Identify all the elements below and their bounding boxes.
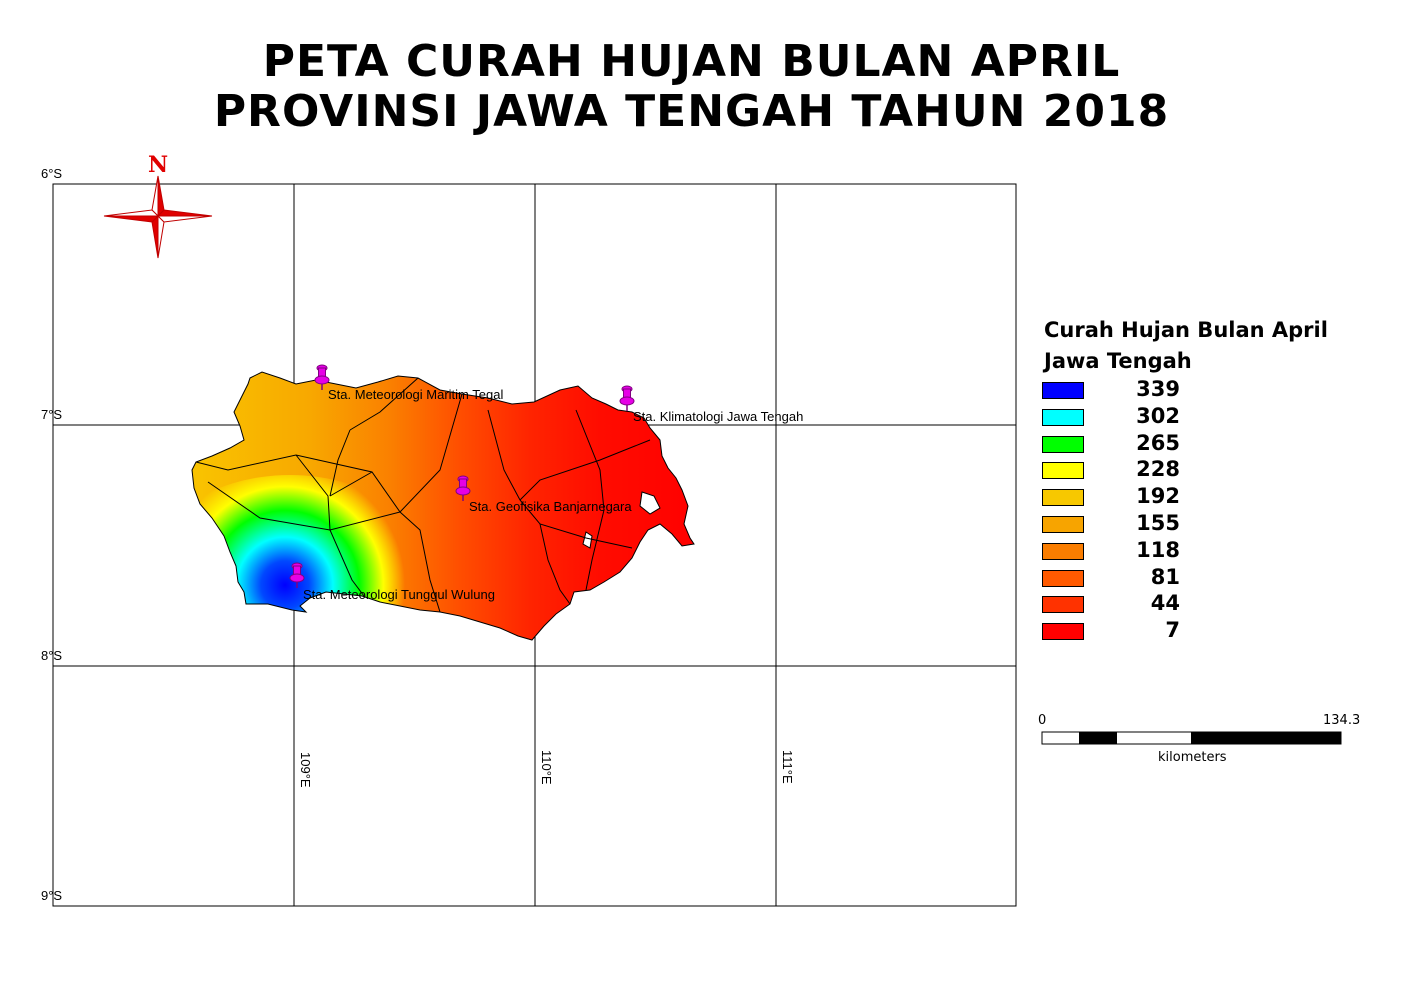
enclave-outline [639, 491, 661, 515]
longitude-label-109e: 109°E [298, 752, 313, 788]
legend-value: 118 [1136, 537, 1180, 562]
map-pin-icon [455, 475, 471, 501]
station-label-klimatologi: Sta. Klimatologi Jawa Tengah [633, 409, 803, 424]
legend-swatch [1042, 489, 1084, 507]
north-label: N [148, 152, 168, 178]
latitude-label-7s: 7°S [41, 407, 62, 422]
station-klimatologi[interactable]: Sta. Klimatologi Jawa Tengah [619, 385, 803, 424]
map-title-line-2: PROVINSI JAWA TENGAH TAHUN 2018 [213, 86, 1170, 137]
legend-value: 155 [1136, 511, 1180, 535]
legend-title-line-1: Curah Hujan Bulan April [1044, 318, 1328, 342]
station-label-tegal: Sta. Meteorologi Maritim Tegal [328, 387, 503, 402]
legend-swatch [1042, 596, 1084, 614]
legend-item: 192 [1042, 484, 1242, 509]
legend-swatch [1042, 408, 1084, 426]
legend-item: 118 [1042, 537, 1242, 563]
station-label-banjarnegara: Sta. Geofisika Banjarnegara [469, 499, 632, 514]
legend-item: 302 [1042, 403, 1242, 429]
legend-value: 265 [1136, 430, 1180, 455]
compass-rose-icon [103, 175, 213, 259]
legend-value: 339 [1136, 377, 1180, 401]
map-pin-icon [619, 385, 635, 411]
legend-item: 265 [1042, 430, 1242, 456]
enclave-outline-2 [582, 531, 593, 549]
latitude-label-9s: 9°S [41, 888, 62, 903]
legend-title-line-2: Jawa Tengah [1044, 349, 1192, 373]
legend-value: 81 [1150, 564, 1180, 589]
map-title-line-1: PETA CURAH HUJAN BULAN APRIL [262, 36, 1121, 87]
legend-value: 228 [1136, 457, 1180, 482]
thiessen-boundaries [195, 377, 651, 613]
legend-swatch [1042, 462, 1084, 480]
legend-swatch [1042, 516, 1084, 533]
legend-item: 81 [1042, 564, 1242, 590]
latitude-label-6s: 6°S [41, 166, 62, 181]
north-arrow: N [103, 152, 213, 259]
legend-swatch [1042, 435, 1084, 453]
map-pin-icon [289, 562, 305, 588]
station-tunggul-wulung[interactable]: Sta. Meteorologi Tunggul Wulung [289, 562, 495, 602]
legend-item: 7 [1042, 618, 1242, 643]
scale-start-label: 0 [1038, 713, 1047, 728]
legend-item: 155 [1042, 511, 1242, 536]
station-label-tunggul-wulung: Sta. Meteorologi Tunggul Wulung [303, 587, 495, 602]
legend-swatch [1042, 542, 1084, 560]
station-banjarnegara[interactable]: Sta. Geofisika Banjarnegara [455, 475, 632, 514]
legend-value: 192 [1136, 484, 1180, 509]
legend-item: 228 [1042, 457, 1242, 482]
legend-value: 44 [1150, 591, 1180, 616]
legend-swatch [1042, 569, 1084, 587]
latitude-label-8s: 8°S [41, 648, 62, 663]
map-pin-icon [314, 364, 330, 390]
scale-bar [1041, 731, 1342, 745]
station-tegal[interactable]: Sta. Meteorologi Maritim Tegal [314, 364, 503, 402]
scale-end-label: 134.3 [1323, 713, 1361, 728]
longitude-label-111e: 111°E [780, 750, 795, 784]
province-outline [191, 371, 695, 641]
legend-item: 44 [1042, 591, 1242, 616]
rainfall-surface [192, 372, 694, 640]
legend-swatch [1042, 382, 1084, 399]
legend-item: 339 [1042, 377, 1242, 402]
legend-value: 7 [1165, 618, 1180, 643]
legend-swatch [1042, 623, 1084, 641]
longitude-label-110e: 110°E [539, 750, 554, 785]
scale-unit-label: kilometers [1158, 750, 1227, 765]
legend-value: 302 [1136, 403, 1180, 428]
